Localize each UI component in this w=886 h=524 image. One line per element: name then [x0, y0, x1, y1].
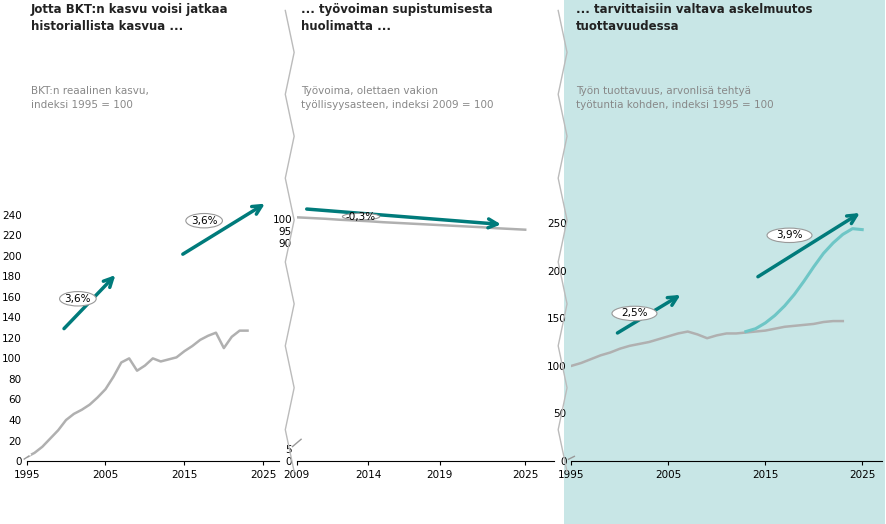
Text: BKT:n reaalinen kasvu,
indeksi 1995 = 100: BKT:n reaalinen kasvu, indeksi 1995 = 10… [31, 86, 149, 110]
Text: Jotta BKT:n kasvu voisi jatkaa
historiallista kasvua ...: Jotta BKT:n kasvu voisi jatkaa historial… [31, 3, 229, 32]
Ellipse shape [59, 291, 97, 306]
Text: 2,5%: 2,5% [621, 309, 648, 319]
Text: ... työvoiman supistumisesta
huolimatta ...: ... työvoiman supistumisesta huolimatta … [301, 3, 493, 32]
Text: Työvoima, olettaen vakion
työllisyysasteen, indeksi 2009 = 100: Työvoima, olettaen vakion työllisyysaste… [301, 86, 494, 110]
Text: ... tarvittaisiin valtava askelmuutos
tuottavuudessa: ... tarvittaisiin valtava askelmuutos tu… [576, 3, 812, 32]
Ellipse shape [767, 228, 812, 243]
Ellipse shape [612, 306, 657, 321]
Text: Työn tuottavuus, arvonlisä tehtyä
työtuntia kohden, indeksi 1995 = 100: Työn tuottavuus, arvonlisä tehtyä työtun… [576, 86, 773, 110]
Ellipse shape [342, 213, 380, 220]
Ellipse shape [186, 213, 222, 228]
Text: 3,6%: 3,6% [65, 294, 91, 304]
Text: 3,6%: 3,6% [190, 216, 217, 226]
Text: 3,9%: 3,9% [776, 231, 803, 241]
Text: -0,3%: -0,3% [346, 212, 377, 222]
